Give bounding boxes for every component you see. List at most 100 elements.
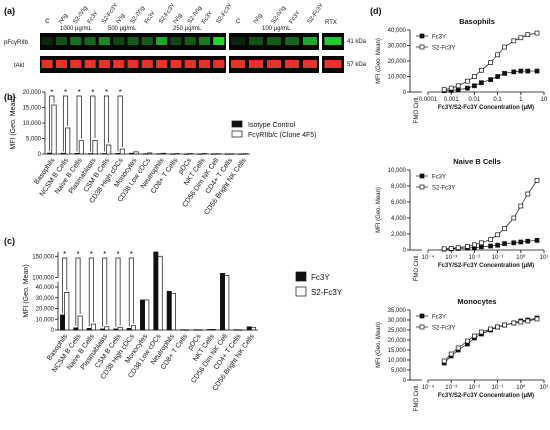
bar bbox=[238, 153, 244, 155]
y-tick-label: 40,000 bbox=[388, 28, 407, 34]
data-point bbox=[488, 77, 493, 82]
data-point bbox=[488, 243, 493, 249]
bar bbox=[246, 326, 252, 331]
x-tick-label: 0.1 bbox=[493, 97, 502, 103]
bar bbox=[193, 329, 199, 331]
blot-band bbox=[70, 37, 82, 45]
lane-label: IVIg bbox=[115, 13, 126, 25]
bar bbox=[77, 315, 83, 331]
legend-marker bbox=[419, 44, 425, 50]
x-tick-label: 10¹ bbox=[540, 385, 549, 391]
bar bbox=[119, 148, 125, 155]
bar bbox=[60, 314, 66, 331]
legend-label: Fc3Y bbox=[432, 35, 446, 41]
bar bbox=[113, 328, 119, 331]
significance-mark: * bbox=[78, 88, 81, 97]
lane-label: S2-Fc3Y bbox=[307, 3, 325, 26]
fmo-label: FMO Cntl. bbox=[414, 96, 420, 124]
data-point bbox=[502, 71, 507, 76]
legend-label: Isotype Control bbox=[248, 122, 296, 129]
significance-mark: * bbox=[64, 88, 67, 97]
bar bbox=[237, 329, 243, 331]
x-axis-label: Fc3Y/S2-Fc3Y Concentration (μM) bbox=[438, 393, 534, 399]
x-tick-label: 10¹ bbox=[540, 255, 549, 261]
data-point bbox=[479, 244, 484, 250]
y-tick-label: 30,000 bbox=[388, 44, 407, 50]
bar bbox=[147, 152, 153, 155]
significance-mark: * bbox=[50, 88, 53, 97]
x-tick-label: 10⁻⁴ bbox=[422, 254, 435, 261]
y-tick-label: 15,000 bbox=[23, 106, 42, 112]
x-tick-label: 10⁻³ bbox=[445, 255, 457, 261]
bar bbox=[51, 104, 57, 155]
bar bbox=[220, 273, 226, 331]
data-point bbox=[465, 78, 470, 84]
blot-band bbox=[266, 60, 282, 68]
significance-bracket bbox=[90, 95, 96, 152]
bar bbox=[184, 329, 190, 331]
data-point bbox=[472, 83, 477, 89]
y-tick-label: 0 bbox=[403, 378, 407, 384]
x-tick-label: 10⁰ bbox=[516, 384, 526, 391]
bar bbox=[242, 153, 248, 155]
bar bbox=[157, 255, 163, 331]
blot-band bbox=[41, 37, 53, 45]
lane-label: Fc3Y bbox=[87, 10, 100, 25]
y-tick-label: 20,000 bbox=[36, 307, 55, 313]
legend-marker bbox=[419, 184, 425, 190]
data-point bbox=[534, 178, 540, 183]
blot-band bbox=[324, 37, 342, 45]
lane-label: RTX bbox=[325, 20, 337, 26]
data-point bbox=[455, 245, 461, 250]
bar bbox=[201, 153, 207, 155]
fmo-label: FMO Cntl. bbox=[414, 384, 420, 412]
data-point bbox=[525, 318, 531, 324]
y-tick-label: 0 bbox=[403, 248, 407, 254]
data-point bbox=[479, 67, 484, 73]
data-point bbox=[448, 351, 454, 357]
bar bbox=[74, 153, 80, 155]
significance-bracket bbox=[75, 257, 81, 326]
blot-band bbox=[55, 37, 68, 45]
y-tick-label: 10,000 bbox=[23, 121, 42, 127]
data-point bbox=[525, 238, 531, 244]
blot-band bbox=[266, 37, 282, 45]
blot-band bbox=[230, 37, 246, 45]
bar bbox=[156, 153, 162, 155]
y-tick-label: 5,000 bbox=[391, 368, 407, 374]
legend-label: Fc3Y bbox=[432, 175, 446, 181]
chart-title: Basophils bbox=[459, 17, 495, 26]
legend-swatch bbox=[231, 120, 243, 128]
blot-band bbox=[230, 60, 246, 68]
data-point bbox=[511, 240, 517, 246]
panel-label-b: (b) bbox=[4, 92, 16, 102]
data-point bbox=[534, 68, 540, 74]
blot-band bbox=[170, 37, 182, 45]
legend-label: Fc3Y bbox=[432, 315, 446, 321]
y-tick-label: 4,000 bbox=[391, 216, 407, 222]
y-tick-label: 25,000 bbox=[388, 328, 407, 334]
blot-band bbox=[213, 60, 225, 68]
data-point bbox=[488, 326, 493, 332]
legend-marker bbox=[419, 313, 425, 319]
blot-band bbox=[98, 37, 110, 45]
data-point bbox=[465, 338, 470, 344]
data-point bbox=[495, 324, 500, 330]
legend-label: Fc3Y bbox=[311, 273, 330, 282]
y-tick-label: 30,000 bbox=[388, 318, 407, 324]
x-tick-label: 10⁰ bbox=[516, 254, 526, 261]
x-tick-label: 0.0001 bbox=[419, 97, 438, 103]
data-point bbox=[472, 242, 477, 248]
data-point bbox=[479, 329, 484, 335]
significance-mark: * bbox=[63, 250, 66, 259]
blot-band bbox=[302, 37, 318, 45]
data-point bbox=[502, 44, 507, 50]
data-point bbox=[518, 319, 524, 325]
data-point bbox=[472, 74, 477, 79]
bar bbox=[126, 328, 132, 331]
y-tick-label: 6,000 bbox=[391, 200, 407, 206]
y-axis-label: MFI (Geo. Mean) bbox=[10, 96, 17, 149]
blot-strip bbox=[229, 33, 319, 50]
x-tick-label: 10⁻⁴ bbox=[422, 384, 435, 391]
bar bbox=[65, 127, 71, 155]
